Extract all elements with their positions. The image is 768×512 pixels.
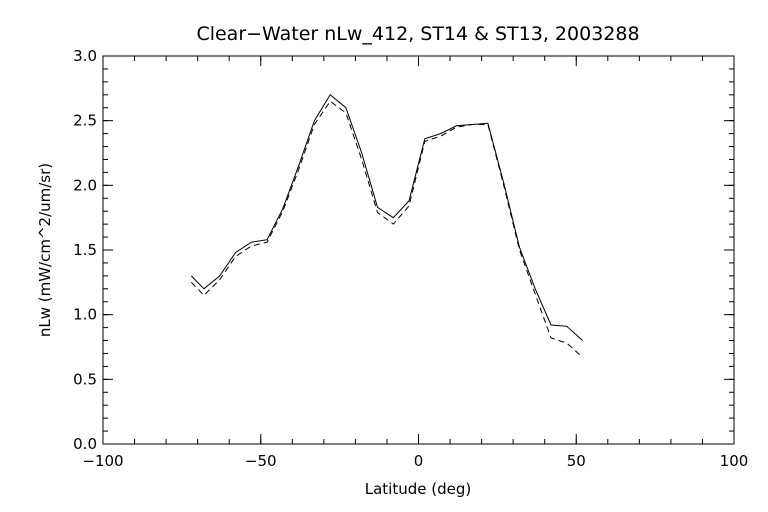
y-axis-ticks: 0.0 0.5 1.0 1.5 2.0 2.5 3.0 xyxy=(73,47,734,453)
series-line-dashed xyxy=(190,100,583,358)
minor-ticks xyxy=(102,55,735,445)
series-layer xyxy=(190,94,583,358)
x-axis-label: Latitude (deg) xyxy=(365,480,471,498)
y-tick-label: 0.5 xyxy=(73,370,97,388)
y-tick-label: 2.5 xyxy=(73,112,97,130)
y-tick-label: 1.0 xyxy=(73,306,97,324)
y-tick-label: 2.0 xyxy=(73,176,97,194)
y-tick-label: 0.0 xyxy=(73,435,97,453)
x-tick-label: 100 xyxy=(720,452,749,470)
chart-title: Clear−Water nLw_412, ST14 & ST13, 200328… xyxy=(196,23,639,45)
plot-frame xyxy=(102,55,735,445)
y-tick-label: 3.0 xyxy=(73,47,97,65)
y-tick-label: 1.5 xyxy=(73,241,97,259)
x-axis-ticks: −100 −50 0 50 100 xyxy=(82,56,748,470)
x-tick-label: 50 xyxy=(567,452,586,470)
x-tick-label: −100 xyxy=(82,452,123,470)
y-axis-label: nLw (mW/cm^2/um/sr) xyxy=(36,163,54,337)
x-tick-label: 0 xyxy=(414,452,424,470)
x-tick-label: −50 xyxy=(245,452,277,470)
series-line-solid xyxy=(190,94,583,341)
